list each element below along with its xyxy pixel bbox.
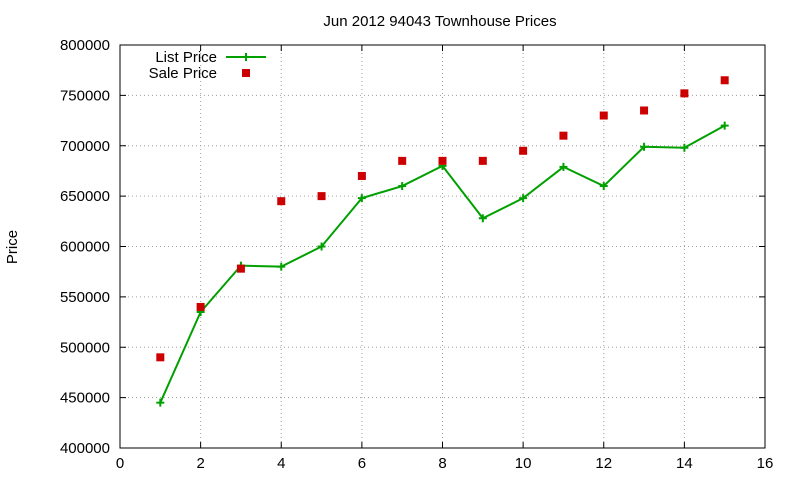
- list-price-point-10: [519, 194, 528, 203]
- y-tick-label-0: 400000: [60, 440, 110, 457]
- x-tick-label-7: 14: [676, 455, 693, 472]
- y-tick-label-6: 700000: [60, 138, 110, 155]
- list-price-point-12: [599, 182, 608, 191]
- list-price-point-13: [640, 142, 649, 151]
- sale-price-point-5: [317, 192, 326, 201]
- x-tick-label-1: 2: [196, 455, 204, 472]
- y-tick-label-7: 750000: [60, 87, 110, 104]
- y-tick-label-5: 650000: [60, 188, 110, 205]
- sale-price-point-14: [680, 89, 689, 98]
- sale-price-point-12: [599, 111, 608, 120]
- y-tick-label-2: 500000: [60, 339, 110, 356]
- list-price-point-7: [398, 182, 407, 191]
- sale-price-point-6: [357, 171, 366, 180]
- sale-price-point-2: [196, 302, 205, 311]
- list-price-point-11: [559, 162, 568, 171]
- y-tick-label-3: 550000: [60, 289, 110, 306]
- series-layer: [156, 76, 729, 407]
- sale-price-point-13: [640, 106, 649, 115]
- sale-price-point-1: [156, 353, 165, 362]
- list-price-point-9: [478, 214, 487, 223]
- sale-price-point-8: [438, 156, 447, 165]
- y-tick-label-8: 800000: [60, 37, 110, 54]
- y-tick-label-4: 600000: [60, 239, 110, 256]
- legend-item-1: List Price: [155, 49, 266, 66]
- grid-layer: [120, 45, 765, 448]
- y-tick-label-1: 450000: [60, 390, 110, 407]
- x-tick-label-0: 0: [116, 455, 124, 472]
- y-axis-label: Price: [4, 230, 21, 264]
- x-tick-label-8: 16: [757, 455, 774, 472]
- x-tick-label-2: 4: [277, 455, 285, 472]
- x-tick-label-6: 12: [595, 455, 612, 472]
- legend-label-2: Sale Price: [149, 65, 217, 82]
- legend-label-1: List Price: [155, 49, 217, 66]
- list-price-point-5: [317, 242, 326, 251]
- list-price-point-4: [277, 262, 286, 271]
- sale-price-point-4: [277, 197, 286, 206]
- x-tick-label-5: 10: [515, 455, 532, 472]
- list-price-point-6: [357, 194, 366, 203]
- sale-price-point-11: [559, 131, 568, 140]
- sale-price-point-3: [236, 264, 245, 273]
- list-price-point-14: [680, 143, 689, 152]
- chart-title: Jun 2012 94043 Townhouse Prices: [323, 13, 556, 30]
- sale-price-point-10: [519, 146, 528, 155]
- list-price-point-1: [156, 398, 165, 407]
- sale-price-point-15: [720, 76, 729, 85]
- legend-square-sale-price: [242, 69, 250, 77]
- sale-price-point-9: [478, 156, 487, 165]
- x-tick-label-4: 8: [438, 455, 446, 472]
- legend-item-2: Sale Price: [149, 65, 250, 82]
- axes-layer: 0 2 4 6 8 10 12 14 16 400000 450000 500000 550000 600…: [60, 37, 773, 472]
- sale-price-point-7: [398, 156, 407, 165]
- list-price-point-15: [720, 121, 729, 130]
- x-tick-label-3: 6: [358, 455, 366, 472]
